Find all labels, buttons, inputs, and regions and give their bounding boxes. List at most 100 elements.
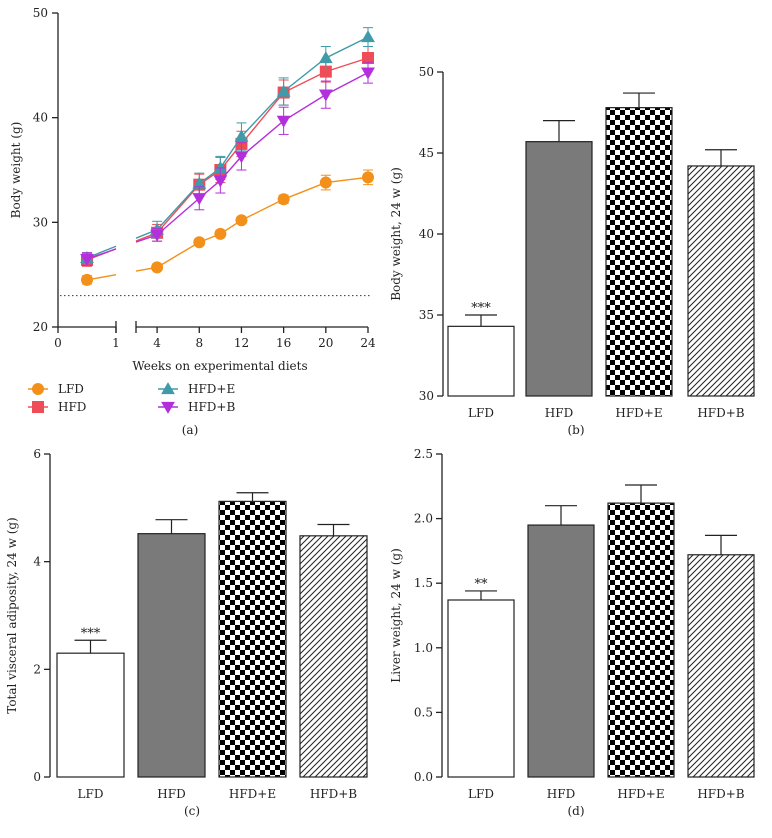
panel-b-bar-chart: 30 35 40 45 50 Body weight, 24 w (g) LFD *** HFD…	[389, 65, 755, 437]
y-tick-label: 50	[33, 6, 48, 20]
bar-lfd	[56, 652, 125, 778]
x-tick-label: 0	[54, 336, 62, 350]
x-tick-label: 16	[276, 336, 291, 350]
x-tick-label: HFD	[157, 787, 185, 801]
legend-label: LFD	[58, 382, 84, 396]
x-tick-label: 1	[112, 336, 120, 350]
data-point-marker	[277, 193, 290, 206]
significance-marker: ***	[81, 626, 101, 641]
y-tick-label: 1.5	[414, 576, 433, 590]
bar-hfd-plus-b	[299, 535, 368, 778]
legend-marker	[32, 401, 44, 413]
data-point-marker	[192, 176, 207, 189]
x-tick-label: HFD+E	[615, 406, 662, 420]
y-tick-label: 2	[33, 662, 41, 676]
data-point-marker	[151, 261, 164, 274]
y-tick-label: 50	[419, 65, 434, 79]
legend: LFD HFD HFD+E HFD+B	[28, 382, 235, 414]
data-point-marker	[192, 193, 207, 206]
data-point-marker	[319, 176, 332, 189]
legend-marker	[161, 382, 175, 395]
y-tick-label: 20	[33, 320, 48, 334]
x-tick-label: LFD	[78, 787, 104, 801]
legend-label: HFD	[58, 400, 86, 414]
data-point-marker	[213, 175, 228, 188]
panel-caption: (a)	[182, 423, 199, 437]
y-tick-label: 2.0	[414, 512, 433, 526]
x-tick-label: 24	[360, 336, 376, 350]
data-point-marker	[81, 273, 93, 286]
panel-caption: (d)	[567, 804, 584, 818]
x-tick-label: LFD	[468, 787, 494, 801]
legend-marker	[161, 401, 175, 414]
y-tick-label: 2.5	[414, 447, 433, 461]
data-point-marker	[213, 161, 228, 174]
data-point-marker	[319, 65, 332, 78]
bar-hfd-plus-b	[687, 165, 755, 397]
significance-marker: **	[475, 577, 489, 592]
bar-lfd	[447, 599, 515, 778]
data-point-marker	[234, 129, 249, 142]
data-point-marker	[193, 236, 206, 249]
series-line	[156, 36, 369, 231]
data-point-marker	[276, 84, 291, 97]
y-tick-label: 30	[33, 215, 48, 229]
x-tick-label: 8	[195, 336, 203, 350]
x-tick-label: 4	[153, 336, 161, 350]
panel-a-line-chart: 20 30 40 50 Body weight (g) 0 1 4 8 12 16 20 24 Weeks…	[9, 6, 376, 437]
y-tick-label: 40	[33, 111, 48, 125]
data-point-marker	[214, 227, 227, 240]
bar-hfd	[137, 533, 206, 778]
legend-marker	[32, 383, 44, 395]
series-line	[135, 234, 158, 243]
y-tick-label: 40	[419, 227, 434, 241]
data-point-marker	[318, 51, 333, 64]
data-point-marker	[361, 67, 375, 80]
x-tick-label: 12	[234, 336, 249, 350]
data-point-marker	[276, 115, 291, 128]
bar-hfd	[527, 524, 595, 778]
y-tick-label: 30	[419, 389, 434, 403]
x-tick-label: HFD+E	[617, 787, 664, 801]
series-lfd	[81, 169, 374, 286]
y-tick-label: 45	[419, 146, 434, 160]
bar-hfd	[525, 141, 593, 397]
y-tick-label: 35	[419, 308, 434, 322]
x-tick-label: LFD	[468, 406, 494, 420]
bar-hfd-plus-b	[687, 554, 755, 778]
x-tick-label: HFD+E	[229, 787, 276, 801]
x-tick-label: HFD+B	[310, 787, 357, 801]
x-axis-label: Weeks on experimental diets	[132, 359, 307, 373]
series-hfd-plus-e	[80, 27, 375, 264]
data-point-marker	[318, 89, 333, 102]
x-tick-label: HFD	[545, 406, 573, 420]
y-axis-label: Liver weight, 24 w (g)	[389, 548, 403, 683]
panel-caption: (b)	[567, 423, 584, 437]
panel-caption: (c)	[184, 804, 200, 818]
y-axis-label: Body weight, 24 w (g)	[389, 167, 403, 301]
significance-marker: ***	[471, 301, 491, 316]
x-tick-label: HFD+B	[697, 406, 744, 420]
data-point-marker	[362, 171, 374, 184]
x-tick-label: HFD+B	[697, 787, 744, 801]
x-tick-label: HFD	[547, 787, 575, 801]
bar-hfd-plus-e	[607, 502, 675, 778]
y-axis-label: Body weight (g)	[9, 122, 23, 219]
series-line	[156, 72, 369, 236]
y-tick-label: 0.0	[414, 770, 433, 784]
bar-lfd	[447, 325, 515, 397]
data-point-marker	[361, 30, 375, 43]
y-tick-label: 0	[33, 770, 41, 784]
y-tick-label: 1.0	[414, 641, 433, 655]
y-axis-label: Total visceral adiposity, 24 w (g)	[5, 517, 19, 714]
bar-hfd-plus-e	[218, 500, 287, 778]
data-point-marker	[235, 214, 248, 227]
legend-label: HFD+E	[188, 382, 235, 396]
y-tick-label: 4	[33, 555, 41, 569]
data-point-marker	[80, 253, 94, 266]
series-line	[156, 176, 369, 268]
panel-d-bar-chart: 0.0 0.5 1.0 1.5 2.0 2.5 Liver weight, 24 w (g)…	[389, 447, 755, 818]
series-hfd-plus-b	[80, 61, 375, 266]
data-point-marker	[234, 151, 249, 164]
